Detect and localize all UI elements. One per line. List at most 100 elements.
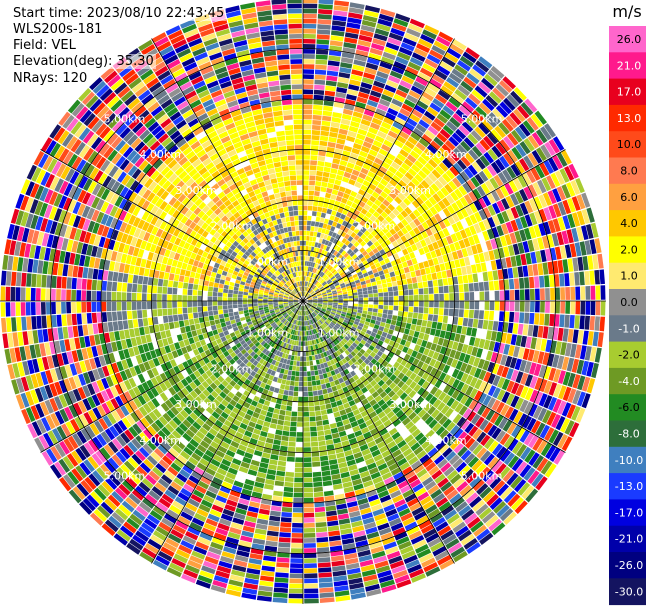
velocity-gate xyxy=(345,27,360,34)
velocity-gate xyxy=(458,105,471,117)
velocity-gate xyxy=(327,304,333,308)
velocity-gate xyxy=(506,94,520,108)
velocity-gate xyxy=(303,0,318,4)
velocity-gate xyxy=(396,213,405,222)
velocity-gate xyxy=(479,419,489,431)
velocity-gate xyxy=(328,299,333,301)
velocity-gate xyxy=(375,320,381,326)
velocity-gate xyxy=(325,277,330,282)
velocity-gate xyxy=(587,331,594,346)
velocity-gate xyxy=(367,311,373,316)
velocity-gate xyxy=(369,195,377,203)
velocity-gate xyxy=(379,335,386,342)
velocity-gate xyxy=(342,258,348,264)
velocity-gate xyxy=(318,445,327,452)
velocity-gate xyxy=(392,121,403,130)
velocity-gate xyxy=(490,331,497,341)
velocity-gate xyxy=(371,43,385,51)
velocity-gate xyxy=(545,248,552,262)
velocity-gate xyxy=(464,364,473,374)
velocity-gate xyxy=(412,358,420,366)
velocity-gate xyxy=(310,246,315,252)
velocity-gate xyxy=(354,54,368,62)
velocity-gate xyxy=(176,334,183,342)
velocity-gate xyxy=(552,431,564,447)
velocity-gate xyxy=(313,231,318,237)
velocity-gate xyxy=(464,292,470,301)
velocity-gate xyxy=(303,13,317,19)
velocity-gate xyxy=(303,235,307,241)
velocity-gate xyxy=(386,262,392,269)
velocity-gate xyxy=(441,56,456,68)
velocity-gate xyxy=(475,60,490,73)
velocity-gate xyxy=(311,257,315,262)
velocity-gate xyxy=(428,172,438,183)
velocity-gate xyxy=(320,279,326,284)
velocity-gate xyxy=(323,234,328,240)
velocity-gate xyxy=(383,246,390,253)
velocity-gate xyxy=(322,475,332,482)
velocity-gate xyxy=(313,263,318,268)
velocity-gate xyxy=(522,120,535,134)
velocity-gate xyxy=(504,234,512,246)
velocity-gate xyxy=(306,294,311,298)
velocity-gate xyxy=(504,182,514,195)
velocity-gate xyxy=(339,67,352,74)
velocity-gate xyxy=(293,360,297,366)
velocity-gate xyxy=(517,242,525,254)
velocity-gate xyxy=(310,145,319,151)
velocity-gate xyxy=(343,171,352,179)
velocity-gate xyxy=(351,69,364,77)
velocity-gate xyxy=(490,161,502,174)
velocity-gate xyxy=(368,207,376,215)
velocity-gate xyxy=(558,385,567,400)
velocity-gate xyxy=(529,312,535,325)
velocity-gate xyxy=(331,288,337,292)
velocity-gate xyxy=(407,168,417,177)
velocity-gate xyxy=(562,371,571,386)
velocity-gate xyxy=(555,341,562,355)
velocity-gate xyxy=(362,163,371,171)
velocity-gate xyxy=(468,309,474,319)
velocity-gate xyxy=(478,392,487,404)
velocity-gate xyxy=(352,292,358,296)
velocity-gate xyxy=(485,180,495,192)
velocity-gate xyxy=(303,502,314,508)
velocity-gate xyxy=(313,481,323,487)
velocity-gate xyxy=(570,343,577,358)
velocity-gate xyxy=(298,381,303,387)
velocity-gate xyxy=(188,318,195,325)
velocity-gate xyxy=(533,196,543,210)
velocity-gate xyxy=(526,417,537,432)
velocity-gate xyxy=(359,123,370,131)
velocity-gate xyxy=(304,548,317,553)
velocity-gate xyxy=(499,311,505,322)
velocity-gate xyxy=(378,326,385,332)
velocity-gate xyxy=(416,233,424,241)
velocity-gate xyxy=(331,269,337,274)
velocity-gate xyxy=(287,370,292,376)
velocity-gate xyxy=(288,588,303,594)
velocity-gate xyxy=(466,246,473,256)
velocity-gate xyxy=(557,201,567,216)
velocity-gate xyxy=(275,572,289,578)
velocity-gate xyxy=(312,236,317,242)
velocity-gate xyxy=(461,344,469,354)
velocity-gate xyxy=(365,247,372,254)
velocity-gate xyxy=(279,532,291,538)
velocity-gate xyxy=(435,248,442,257)
ppi-plot: 1.00km2.00km3.00km4.00km5.00km1.00km2.00… xyxy=(0,0,606,604)
velocity-gate xyxy=(458,309,464,318)
velocity-gate xyxy=(188,313,194,320)
velocity-gate xyxy=(536,439,548,454)
velocity-gate xyxy=(547,261,554,275)
velocity-gate xyxy=(331,308,337,312)
velocity-gate xyxy=(373,337,379,344)
velocity-gate xyxy=(378,165,388,174)
velocity-gate xyxy=(389,324,396,331)
velocity-gate xyxy=(403,266,410,274)
velocity-gate xyxy=(329,540,342,547)
velocity-gate xyxy=(564,244,572,258)
velocity-gate xyxy=(312,252,316,257)
velocity-gate xyxy=(519,229,527,242)
